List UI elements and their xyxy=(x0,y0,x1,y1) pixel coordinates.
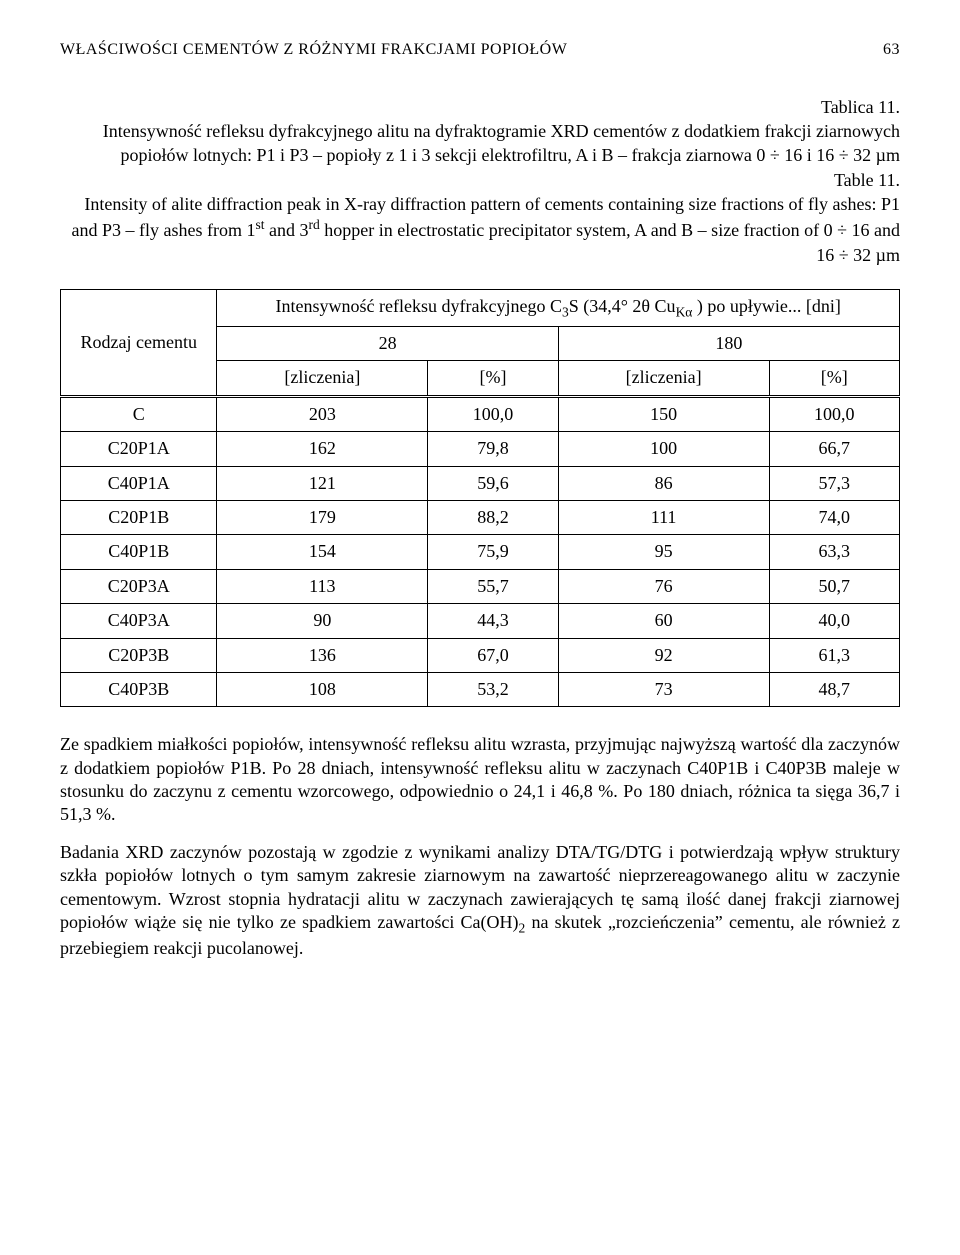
table-cell: 55,7 xyxy=(428,569,558,603)
table-row: C20P3A11355,77650,7 xyxy=(61,569,900,603)
table-cell: 121 xyxy=(217,466,428,500)
table-row: C40P1A12159,68657,3 xyxy=(61,466,900,500)
table-cell: 111 xyxy=(558,500,769,534)
table-cell: 76 xyxy=(558,569,769,603)
table-cell: 79,8 xyxy=(428,432,558,466)
table-cell: 203 xyxy=(217,396,428,431)
table-cell: C40P1A xyxy=(61,466,217,500)
table-row: C40P1B15475,99563,3 xyxy=(61,535,900,569)
paragraph-1: Ze spadkiem miałkości popiołów, intensyw… xyxy=(60,733,900,827)
table-cell: C xyxy=(61,396,217,431)
running-title: WŁAŚCIWOŚCI CEMENTÓW Z RÓŻNYMI FRAKCJAMI… xyxy=(60,41,567,58)
table-cell: C40P3B xyxy=(61,672,217,706)
table-cell: 63,3 xyxy=(769,535,899,569)
table-cell: 86 xyxy=(558,466,769,500)
table-cell: C20P1A xyxy=(61,432,217,466)
table-cell: 66,7 xyxy=(769,432,899,466)
table-cell: 88,2 xyxy=(428,500,558,534)
col-28-pct: [%] xyxy=(428,361,558,396)
table-cell: 100,0 xyxy=(428,396,558,431)
table-cell: 59,6 xyxy=(428,466,558,500)
caption-sup-1: st xyxy=(256,217,265,232)
table-cell: 40,0 xyxy=(769,604,899,638)
table-cell: 154 xyxy=(217,535,428,569)
table-cell: C20P3B xyxy=(61,638,217,672)
table-cell: 100 xyxy=(558,432,769,466)
table-cell: 100,0 xyxy=(769,396,899,431)
table-cell: 61,3 xyxy=(769,638,899,672)
table-cell: 108 xyxy=(217,672,428,706)
caption-pl: Intensywność refleksu dyfrakcyjnego alit… xyxy=(103,121,900,165)
caption-sup-2: rd xyxy=(309,217,320,232)
table-cell: 67,0 xyxy=(428,638,558,672)
col-superhead: Intensywność refleksu dyfrakcyjnego C3S … xyxy=(217,289,900,326)
table-cell: 150 xyxy=(558,396,769,431)
table-cell: 60 xyxy=(558,604,769,638)
col-28-counts: [zliczenia] xyxy=(217,361,428,396)
running-header: WŁAŚCIWOŚCI CEMENTÓW Z RÓŻNYMI FRAKCJAMI… xyxy=(60,40,900,61)
table-cell: 92 xyxy=(558,638,769,672)
table-row: C40P3A9044,36040,0 xyxy=(61,604,900,638)
table-cell: C40P1B xyxy=(61,535,217,569)
intensity-table: Rodzaj cementu Intensywność refleksu dyf… xyxy=(60,289,900,707)
table-cell: 48,7 xyxy=(769,672,899,706)
col-rodzaj: Rodzaj cementu xyxy=(61,289,217,396)
table-cell: C40P3A xyxy=(61,604,217,638)
col-180-counts: [zliczenia] xyxy=(558,361,769,396)
table-cell: 136 xyxy=(217,638,428,672)
table-row: C20P1B17988,211174,0 xyxy=(61,500,900,534)
table-cell: 50,7 xyxy=(769,569,899,603)
caption-en-2: hopper in electrostatic precipitator sys… xyxy=(320,220,900,264)
table-cell: 75,9 xyxy=(428,535,558,569)
caption-en-mid: and 3 xyxy=(265,220,309,240)
table-row: C20P1A16279,810066,7 xyxy=(61,432,900,466)
table-row: C20P3B13667,09261,3 xyxy=(61,638,900,672)
table-caption: Tablica 11. Intensywność refleksu dyfrak… xyxy=(60,95,900,267)
table-cell: 44,3 xyxy=(428,604,558,638)
table-cell: 95 xyxy=(558,535,769,569)
page-number: 63 xyxy=(883,40,900,61)
table-row: C203100,0150100,0 xyxy=(61,396,900,431)
table-cell: 162 xyxy=(217,432,428,466)
table-cell: 53,2 xyxy=(428,672,558,706)
col-180-pct: [%] xyxy=(769,361,899,396)
table-cell: 179 xyxy=(217,500,428,534)
col-180: 180 xyxy=(558,327,899,361)
table-cell: 57,3 xyxy=(769,466,899,500)
table-cell: C20P3A xyxy=(61,569,217,603)
col-28: 28 xyxy=(217,327,558,361)
table-cell: 90 xyxy=(217,604,428,638)
table-cell: C20P1B xyxy=(61,500,217,534)
table-cell: 113 xyxy=(217,569,428,603)
table-cell: 73 xyxy=(558,672,769,706)
paragraph-2: Badania XRD zaczynów pozostają w zgodzie… xyxy=(60,841,900,961)
table-cell: 74,0 xyxy=(769,500,899,534)
table-label-pl: Tablica 11. xyxy=(60,95,900,119)
table-label-en: Table 11. xyxy=(60,168,900,192)
table-row: C40P3B10853,27348,7 xyxy=(61,672,900,706)
